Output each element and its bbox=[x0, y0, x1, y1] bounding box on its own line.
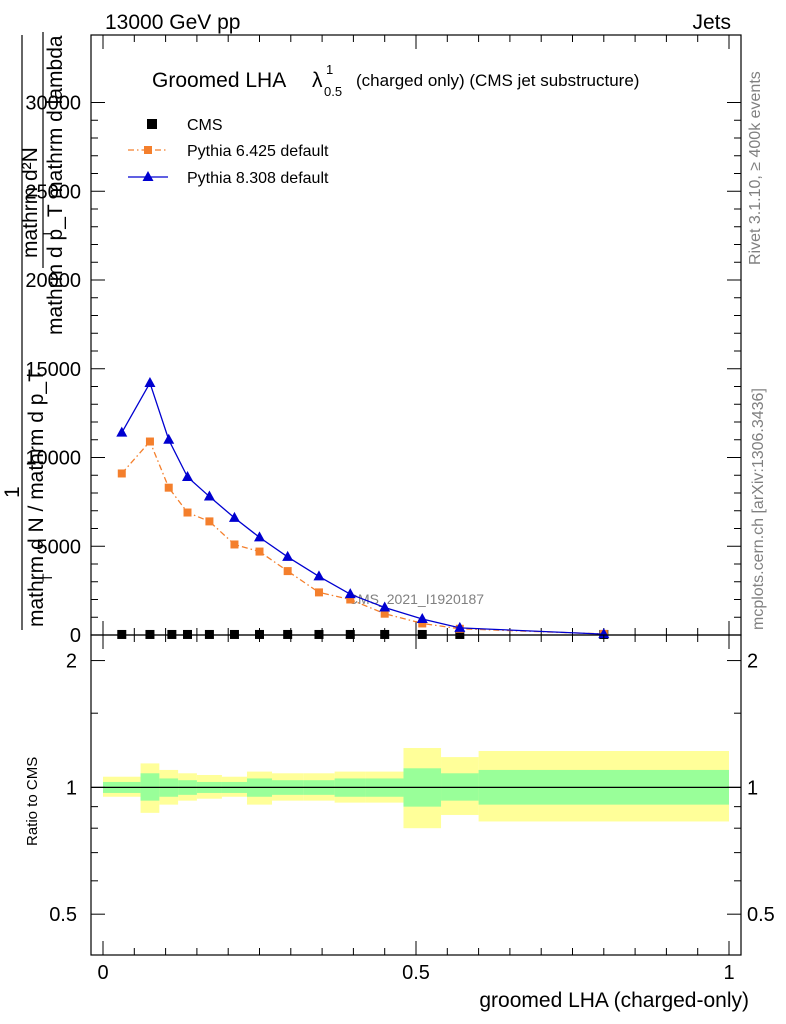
legend-pythia6-label: Pythia 6.425 default bbox=[187, 143, 329, 160]
main-y-tick-label: 0 bbox=[70, 625, 81, 647]
title-lambda: λ bbox=[312, 69, 323, 92]
title-subscript: 0.5 bbox=[324, 84, 342, 99]
main-y-ticks: 0 5000 10000 15000 20000 25000 30000 bbox=[25, 93, 741, 647]
ylabel-top-denominator: mathrm d p_T mathrm d lambda bbox=[44, 35, 67, 335]
data-point bbox=[598, 628, 610, 639]
main-y-tick-label: 20000 bbox=[25, 270, 81, 292]
data-point bbox=[418, 619, 427, 628]
ratio-y-tick-label-right: 2 bbox=[747, 651, 758, 673]
data-point bbox=[344, 588, 356, 599]
main-y-tick-label: 10000 bbox=[25, 448, 81, 470]
data-point bbox=[314, 588, 323, 597]
x-tick-label: 0 bbox=[97, 962, 108, 984]
data-point bbox=[379, 601, 391, 612]
ratio-y-tick-label: 0.5 bbox=[49, 904, 77, 926]
data-point bbox=[205, 517, 214, 526]
data-point bbox=[282, 550, 294, 561]
data-point bbox=[346, 595, 355, 604]
main-y-axis-label: mathrm d²N mathrm d p_T mathrm d lambda … bbox=[1, 32, 67, 630]
header-beam-label: 13000 GeV pp bbox=[105, 11, 240, 34]
ratio-y-tick-label-right: 0.5 bbox=[747, 904, 775, 926]
ylabel-main-subscript: T bbox=[39, 573, 55, 582]
legend: CMS Pythia 6.425 default Pythia 8.308 de… bbox=[128, 117, 329, 187]
series-1 bbox=[117, 437, 608, 638]
legend-cms-label: CMS bbox=[187, 117, 223, 134]
data-point bbox=[116, 426, 128, 437]
data-point bbox=[380, 609, 389, 618]
mcplots-label: mcplots.cern.ch [arXiv:1306.3436] bbox=[750, 388, 767, 630]
chart-title: Groomed LHA λ 1 0.5 (charged only) (CMS … bbox=[152, 62, 639, 99]
ratio-bands bbox=[103, 748, 729, 829]
data-point bbox=[182, 471, 194, 482]
ratio-y-tick-label: 1 bbox=[66, 777, 77, 799]
ratio-y-ticks: 0.5 0.5 1 1 2 2 bbox=[49, 651, 775, 927]
rivet-version-label: Rivet 3.1.10, ≥ 400k events bbox=[747, 71, 764, 265]
data-point bbox=[313, 570, 325, 581]
data-point bbox=[228, 511, 240, 522]
data-point bbox=[163, 433, 175, 444]
series-line bbox=[121, 440, 604, 635]
data-point bbox=[183, 508, 192, 517]
legend-pythia6-marker bbox=[144, 146, 152, 154]
ylabel-main-denominator: mathrm d N / mathrm d p_T bbox=[25, 369, 48, 627]
series-layer bbox=[116, 376, 610, 639]
main-y-tick-label: 15000 bbox=[25, 359, 81, 381]
data-point bbox=[255, 547, 264, 556]
ylabel-top-numerator: mathrm d²N bbox=[19, 147, 42, 258]
title-main: Groomed LHA bbox=[152, 69, 286, 92]
ratio-y-tick-label-right: 1 bbox=[747, 777, 758, 799]
analysis-watermark: CMS_2021_I1920187 bbox=[348, 591, 484, 607]
ylabel-main-numerator: 1 bbox=[1, 486, 24, 498]
title-superscript: 1 bbox=[326, 62, 333, 77]
legend-cms-marker bbox=[147, 119, 157, 129]
x-tick-label: 0.5 bbox=[402, 962, 430, 984]
data-point bbox=[164, 483, 173, 492]
x-tick-label: 1 bbox=[723, 962, 734, 984]
data-point bbox=[416, 613, 428, 624]
data-point bbox=[254, 531, 265, 542]
data-point bbox=[283, 567, 292, 576]
ratio-y-axis-label: Ratio to CMS bbox=[24, 757, 41, 846]
ratio-y-tick-label: 2 bbox=[66, 651, 77, 673]
series-2 bbox=[116, 376, 610, 639]
ratio-x-ticks: 0 0.5 1 bbox=[97, 635, 735, 984]
legend-pythia8-marker bbox=[142, 171, 154, 181]
main-y-tick-label: 30000 bbox=[25, 93, 81, 115]
x-axis-label: groomed LHA (charged-only) bbox=[479, 989, 749, 1012]
main-y-tick-label: 5000 bbox=[37, 536, 82, 558]
header-jets-label: Jets bbox=[692, 11, 731, 34]
series-line bbox=[121, 381, 604, 635]
data-point bbox=[144, 376, 156, 387]
ratio-panel: 0.5 0.51 12 2 0 0.5 1 Ratio to CMS groomed LH… bbox=[24, 634, 775, 1012]
legend-pythia8-label: Pythia 8.308 default bbox=[187, 170, 329, 187]
ylabel-top-subscript: T bbox=[39, 229, 55, 238]
data-point bbox=[454, 621, 466, 632]
data-point bbox=[117, 469, 126, 478]
data-point bbox=[145, 437, 154, 446]
title-suffix: (charged only) (CMS jet substructure) bbox=[356, 71, 639, 90]
data-point bbox=[230, 540, 239, 549]
main-panel: 0 5000 10000 15000 20000 25000 30000 CMS_2021_… bbox=[25, 34, 742, 647]
data-point bbox=[203, 490, 215, 501]
main-y-tick-label: 25000 bbox=[25, 181, 81, 203]
